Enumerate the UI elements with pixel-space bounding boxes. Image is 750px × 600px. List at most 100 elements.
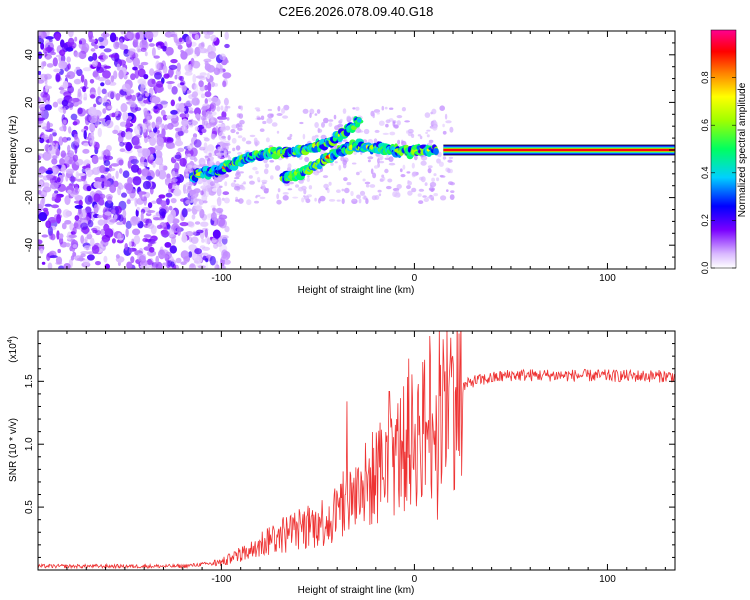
noise-blob: [76, 68, 83, 77]
noise-blob: [97, 86, 101, 96]
noise-blob: [198, 42, 205, 49]
noise-blob: [143, 234, 152, 238]
noise-blob: [165, 115, 173, 120]
noise-blob: [165, 192, 173, 198]
noise-blob: [67, 85, 74, 94]
halo-blob: [245, 140, 252, 145]
noise-blob: [140, 196, 147, 202]
noise-blob: [49, 255, 58, 259]
noise-blob: [134, 125, 141, 136]
x-tick-label: 100: [599, 574, 616, 585]
halo-blob: [226, 117, 230, 121]
noise-blob: [223, 259, 231, 265]
halo-blob: [447, 168, 451, 174]
halo-blob: [200, 146, 206, 149]
halo-blob: [406, 185, 411, 190]
halo-blob: [239, 119, 245, 125]
noise-blob: [179, 75, 184, 82]
halo-blob: [378, 193, 382, 197]
halo-blob: [205, 122, 212, 129]
halo-blob: [430, 188, 434, 193]
halo-blob: [336, 189, 341, 193]
noise-blob: [49, 185, 54, 189]
noise-blob: [103, 48, 112, 53]
noise-blob: [174, 140, 184, 147]
noise-blob: [192, 74, 197, 84]
noise-blob: [195, 75, 205, 79]
halo-blob: [442, 130, 447, 135]
noise-blob: [132, 228, 141, 236]
noise-blob: [168, 182, 173, 190]
halo-blob: [321, 122, 325, 128]
noise-blob: [162, 45, 167, 52]
noise-blob: [83, 130, 87, 140]
colorbar: 0.0 0.2 0.4 0.6 0.8 Normalized spectral ampl…: [700, 29, 748, 274]
noise-blob: [182, 184, 187, 194]
noise-blob: [52, 101, 59, 108]
halo-blob: [417, 193, 422, 197]
halo-blob: [225, 125, 231, 131]
halo-blob: [236, 131, 239, 135]
noise-blob: [119, 141, 125, 147]
noise-blob: [176, 177, 181, 186]
y-tick-label: 0: [24, 147, 35, 153]
noise-blob: [126, 87, 132, 96]
snr-content: [38, 331, 675, 570]
noise-blob: [224, 31, 229, 40]
noise-blob: [175, 257, 182, 264]
noise-blob: [179, 222, 189, 227]
halo-blob: [223, 109, 228, 113]
noise-blob: [175, 103, 182, 110]
noise-blob: [160, 249, 169, 257]
noise-blob: [74, 36, 78, 42]
y-tick-label: -40: [24, 238, 35, 253]
noise-blob: [144, 31, 154, 40]
x-tick-label: 100: [599, 273, 616, 284]
halo-blob: [262, 120, 267, 125]
halo-blob: [377, 189, 382, 193]
halo-blob: [191, 120, 197, 126]
halo-blob: [196, 114, 202, 119]
noise-blob: [151, 121, 156, 129]
noise-blob: [104, 79, 111, 86]
halo-blob: [276, 199, 282, 205]
noise-blob: [64, 195, 71, 206]
halo-blob: [440, 195, 447, 201]
noise-blob: [167, 260, 173, 267]
halo-blob: [281, 108, 286, 114]
noise-blob: [139, 265, 147, 269]
halo-blob: [378, 120, 385, 126]
noise-blob: [53, 68, 61, 73]
noise-blob: [89, 122, 96, 133]
noise-blob: [72, 121, 78, 126]
noise-blob: [219, 64, 223, 71]
noise-blob: [140, 212, 144, 222]
noise-blob: [178, 37, 183, 43]
noise-blob: [136, 93, 144, 102]
noise-blob: [42, 175, 49, 181]
halo-blob: [412, 171, 418, 177]
noise-blob: [97, 219, 105, 226]
noise-blob: [115, 254, 120, 259]
halo-blob: [428, 139, 434, 143]
noise-blob: [119, 121, 127, 127]
noise-blob: [167, 228, 175, 238]
halo-blob: [206, 187, 212, 192]
halo-blob: [397, 139, 401, 145]
noise-blob: [170, 59, 178, 64]
noise-blob: [159, 133, 164, 138]
noise-blob: [126, 261, 133, 269]
noise-blob: [151, 200, 157, 204]
noise-blob: [41, 234, 49, 238]
halo-blob: [351, 199, 357, 202]
noise-blob: [152, 161, 156, 168]
noise-blob: [101, 180, 105, 189]
noise-blob: [58, 136, 64, 146]
noise-blob: [179, 113, 187, 118]
halo-blob: [274, 165, 281, 171]
noise-blob: [100, 228, 105, 236]
noise-blob: [222, 72, 232, 79]
halo-blob: [198, 199, 204, 205]
noise-blob: [183, 105, 189, 115]
halo-blob: [252, 166, 258, 171]
